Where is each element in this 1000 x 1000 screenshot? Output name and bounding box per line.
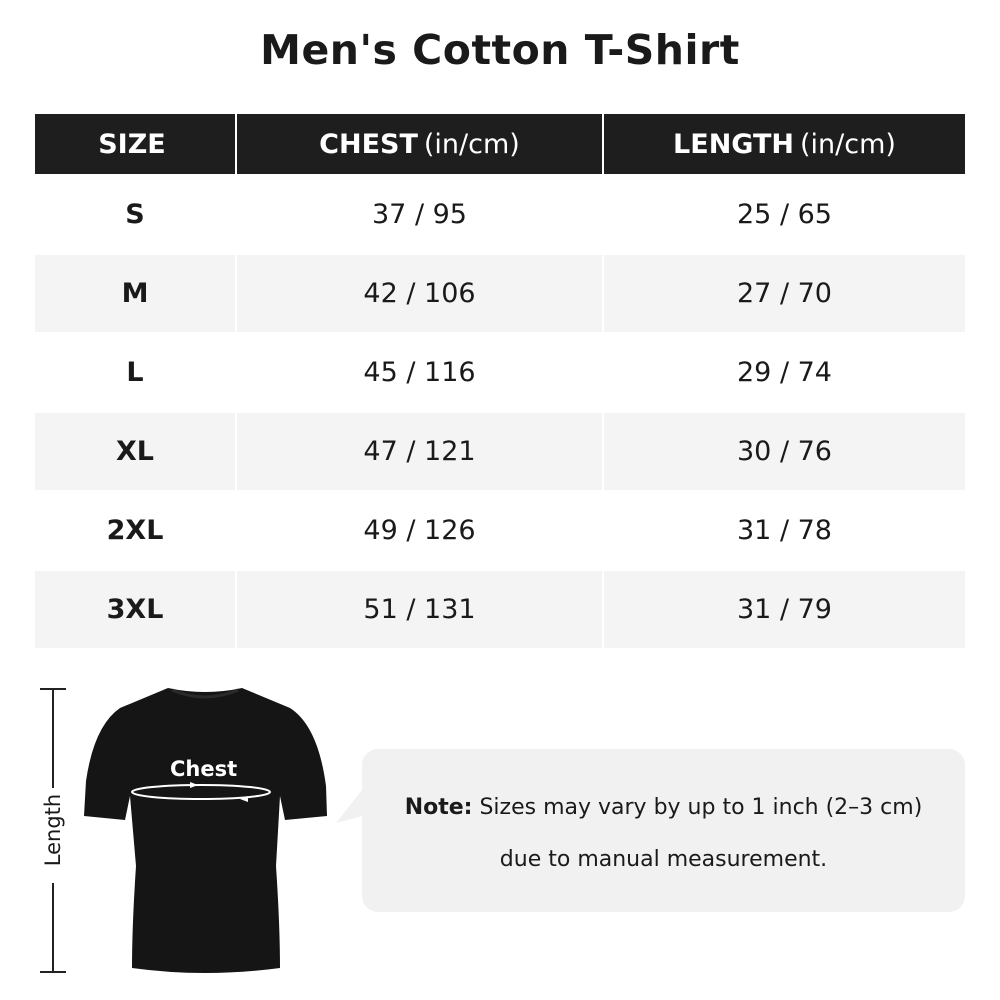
- cell-size: 3XL: [35, 571, 237, 650]
- page-title: Men's Cotton T-Shirt: [260, 26, 740, 74]
- table-row: L 45 / 116 29 / 74: [35, 334, 965, 413]
- cell-chest: 49 / 126: [237, 492, 604, 571]
- header-length: LENGTH (in/cm): [604, 114, 965, 176]
- table-row: S 37 / 95 25 / 65: [35, 176, 965, 255]
- bubble-tail: [336, 785, 366, 823]
- cell-chest: 37 / 95: [237, 176, 604, 255]
- cell-size: S: [35, 176, 237, 255]
- cell-size: L: [35, 334, 237, 413]
- cell-length: 31 / 79: [604, 571, 965, 650]
- cell-length: 30 / 76: [604, 413, 965, 492]
- note-bubble: Note: Sizes may vary by up to 1 inch (2–…: [362, 749, 965, 912]
- cell-size: 2XL: [35, 492, 237, 571]
- note-line-2: due to manual measurement.: [499, 847, 828, 872]
- cell-length: 25 / 65: [604, 176, 965, 255]
- chest-measure-icon: [131, 784, 271, 800]
- length-label: Length: [41, 793, 65, 867]
- cell-length: 31 / 78: [604, 492, 965, 571]
- table-header: SIZE CHEST (in/cm) LENGTH (in/cm): [35, 114, 965, 176]
- cell-length: 27 / 70: [604, 255, 965, 334]
- chest-label: Chest: [170, 757, 238, 781]
- size-chart-table: SIZE CHEST (in/cm) LENGTH (in/cm) S 37 / 95…: [35, 114, 965, 650]
- length-ruler: [40, 688, 66, 973]
- table-row: M 42 / 106 27 / 70: [35, 255, 965, 334]
- tshirt-image: [84, 688, 327, 973]
- cell-length: 29 / 74: [604, 334, 965, 413]
- note-line-1: Note: Sizes may vary by up to 1 inch (2–…: [404, 795, 923, 820]
- cell-chest: 45 / 116: [237, 334, 604, 413]
- header-chest: CHEST (in/cm): [237, 114, 604, 176]
- table-row: 3XL 51 / 131 31 / 79: [35, 571, 965, 650]
- cell-chest: 47 / 121: [237, 413, 604, 492]
- cell-chest: 42 / 106: [237, 255, 604, 334]
- cell-size: M: [35, 255, 237, 334]
- table-row: XL 47 / 121 30 / 76: [35, 413, 965, 492]
- header-size: SIZE: [35, 114, 237, 176]
- cell-chest: 51 / 131: [237, 571, 604, 650]
- cell-size: XL: [35, 413, 237, 492]
- table-row: 2XL 49 / 126 31 / 78: [35, 492, 965, 571]
